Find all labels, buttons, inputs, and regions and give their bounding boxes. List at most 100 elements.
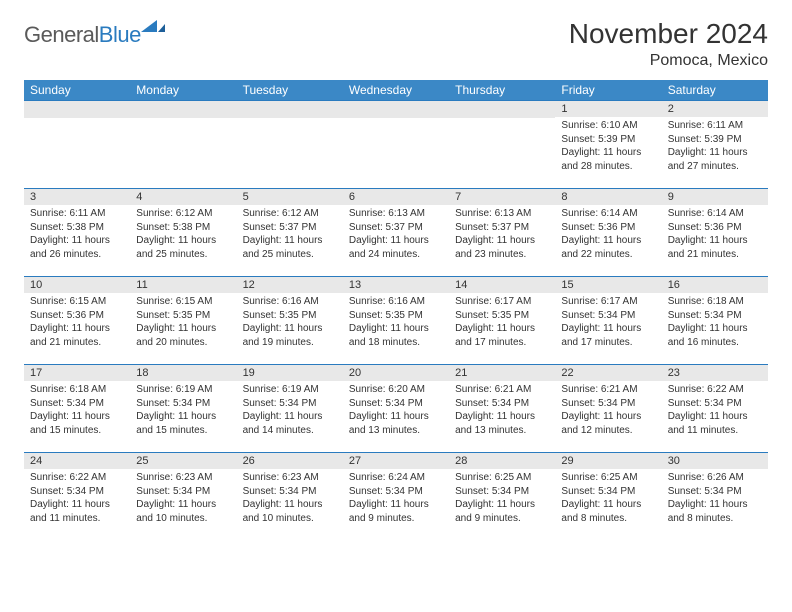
calendar-cell: 3Sunrise: 6:11 AMSunset: 5:38 PMDaylight… <box>24 189 130 277</box>
day-number: 20 <box>343 365 449 381</box>
day-number: 27 <box>343 453 449 469</box>
day-number: 25 <box>130 453 236 469</box>
logo-word1: General <box>24 22 99 47</box>
day-number: 18 <box>130 365 236 381</box>
calendar-cell: 23Sunrise: 6:22 AMSunset: 5:34 PMDayligh… <box>662 365 768 453</box>
day-number: 21 <box>449 365 555 381</box>
calendar-cell: 6Sunrise: 6:13 AMSunset: 5:37 PMDaylight… <box>343 189 449 277</box>
day-number: 5 <box>237 189 343 205</box>
day-number: 8 <box>555 189 661 205</box>
day-number: 4 <box>130 189 236 205</box>
day-number: 16 <box>662 277 768 293</box>
day-number: 24 <box>24 453 130 469</box>
calendar-cell: 28Sunrise: 6:25 AMSunset: 5:34 PMDayligh… <box>449 453 555 541</box>
day-body: Sunrise: 6:11 AMSunset: 5:39 PMDaylight:… <box>662 117 768 177</box>
calendar-cell: 19Sunrise: 6:19 AMSunset: 5:34 PMDayligh… <box>237 365 343 453</box>
day-body: Sunrise: 6:13 AMSunset: 5:37 PMDaylight:… <box>343 205 449 265</box>
day-number: 11 <box>130 277 236 293</box>
calendar-cell: 26Sunrise: 6:23 AMSunset: 5:34 PMDayligh… <box>237 453 343 541</box>
day-body: Sunrise: 6:22 AMSunset: 5:34 PMDaylight:… <box>662 381 768 441</box>
calendar-cell: 22Sunrise: 6:21 AMSunset: 5:34 PMDayligh… <box>555 365 661 453</box>
calendar-cell: 29Sunrise: 6:25 AMSunset: 5:34 PMDayligh… <box>555 453 661 541</box>
calendar-cell: 14Sunrise: 6:17 AMSunset: 5:35 PMDayligh… <box>449 277 555 365</box>
empty-daynum <box>24 101 130 118</box>
day-body: Sunrise: 6:17 AMSunset: 5:35 PMDaylight:… <box>449 293 555 353</box>
day-body: Sunrise: 6:25 AMSunset: 5:34 PMDaylight:… <box>449 469 555 529</box>
day-body: Sunrise: 6:26 AMSunset: 5:34 PMDaylight:… <box>662 469 768 529</box>
calendar-cell: 16Sunrise: 6:18 AMSunset: 5:34 PMDayligh… <box>662 277 768 365</box>
title-block: November 2024 Pomoca, Mexico <box>569 18 768 70</box>
weekday-header: Friday <box>555 80 661 101</box>
day-body: Sunrise: 6:23 AMSunset: 5:34 PMDaylight:… <box>130 469 236 529</box>
calendar-row: 3Sunrise: 6:11 AMSunset: 5:38 PMDaylight… <box>24 189 768 277</box>
calendar-cell: 18Sunrise: 6:19 AMSunset: 5:34 PMDayligh… <box>130 365 236 453</box>
day-number: 19 <box>237 365 343 381</box>
day-body: Sunrise: 6:12 AMSunset: 5:38 PMDaylight:… <box>130 205 236 265</box>
calendar-cell: 8Sunrise: 6:14 AMSunset: 5:36 PMDaylight… <box>555 189 661 277</box>
day-body: Sunrise: 6:14 AMSunset: 5:36 PMDaylight:… <box>662 205 768 265</box>
day-body: Sunrise: 6:19 AMSunset: 5:34 PMDaylight:… <box>130 381 236 441</box>
day-body: Sunrise: 6:15 AMSunset: 5:36 PMDaylight:… <box>24 293 130 353</box>
calendar-page: GeneralBlue November 2024 Pomoca, Mexico… <box>0 0 792 559</box>
day-number: 15 <box>555 277 661 293</box>
day-body: Sunrise: 6:12 AMSunset: 5:37 PMDaylight:… <box>237 205 343 265</box>
day-number: 23 <box>662 365 768 381</box>
weekday-header: Tuesday <box>237 80 343 101</box>
calendar-cell: 30Sunrise: 6:26 AMSunset: 5:34 PMDayligh… <box>662 453 768 541</box>
weekday-header-row: SundayMondayTuesdayWednesdayThursdayFrid… <box>24 80 768 101</box>
day-body: Sunrise: 6:20 AMSunset: 5:34 PMDaylight:… <box>343 381 449 441</box>
day-body: Sunrise: 6:18 AMSunset: 5:34 PMDaylight:… <box>662 293 768 353</box>
day-number: 28 <box>449 453 555 469</box>
empty-daynum <box>343 101 449 118</box>
calendar-cell: 25Sunrise: 6:23 AMSunset: 5:34 PMDayligh… <box>130 453 236 541</box>
day-body: Sunrise: 6:18 AMSunset: 5:34 PMDaylight:… <box>24 381 130 441</box>
day-body: Sunrise: 6:13 AMSunset: 5:37 PMDaylight:… <box>449 205 555 265</box>
empty-daynum <box>237 101 343 118</box>
day-number: 26 <box>237 453 343 469</box>
page-title: November 2024 <box>569 18 768 50</box>
day-number: 13 <box>343 277 449 293</box>
weekday-header: Saturday <box>662 80 768 101</box>
calendar-cell: 11Sunrise: 6:15 AMSunset: 5:35 PMDayligh… <box>130 277 236 365</box>
calendar-cell: 24Sunrise: 6:22 AMSunset: 5:34 PMDayligh… <box>24 453 130 541</box>
weekday-header: Monday <box>130 80 236 101</box>
calendar-cell: 21Sunrise: 6:21 AMSunset: 5:34 PMDayligh… <box>449 365 555 453</box>
day-number: 22 <box>555 365 661 381</box>
day-number: 3 <box>24 189 130 205</box>
logo-word2: Blue <box>99 22 141 47</box>
calendar-cell: 4Sunrise: 6:12 AMSunset: 5:38 PMDaylight… <box>130 189 236 277</box>
calendar-table: SundayMondayTuesdayWednesdayThursdayFrid… <box>24 80 768 541</box>
calendar-cell: 5Sunrise: 6:12 AMSunset: 5:37 PMDaylight… <box>237 189 343 277</box>
calendar-cell: 7Sunrise: 6:13 AMSunset: 5:37 PMDaylight… <box>449 189 555 277</box>
calendar-cell <box>343 101 449 189</box>
day-body: Sunrise: 6:21 AMSunset: 5:34 PMDaylight:… <box>449 381 555 441</box>
logo-glyph-icon <box>141 18 167 41</box>
calendar-cell: 10Sunrise: 6:15 AMSunset: 5:36 PMDayligh… <box>24 277 130 365</box>
day-number: 9 <box>662 189 768 205</box>
day-body: Sunrise: 6:10 AMSunset: 5:39 PMDaylight:… <box>555 117 661 177</box>
calendar-row: 24Sunrise: 6:22 AMSunset: 5:34 PMDayligh… <box>24 453 768 541</box>
day-number: 6 <box>343 189 449 205</box>
calendar-cell <box>449 101 555 189</box>
calendar-body: 1Sunrise: 6:10 AMSunset: 5:39 PMDaylight… <box>24 101 768 541</box>
day-body: Sunrise: 6:16 AMSunset: 5:35 PMDaylight:… <box>343 293 449 353</box>
calendar-cell: 13Sunrise: 6:16 AMSunset: 5:35 PMDayligh… <box>343 277 449 365</box>
calendar-cell <box>130 101 236 189</box>
header: GeneralBlue November 2024 Pomoca, Mexico <box>24 18 768 70</box>
calendar-cell: 15Sunrise: 6:17 AMSunset: 5:34 PMDayligh… <box>555 277 661 365</box>
day-number: 1 <box>555 101 661 117</box>
day-body: Sunrise: 6:17 AMSunset: 5:34 PMDaylight:… <box>555 293 661 353</box>
calendar-cell: 12Sunrise: 6:16 AMSunset: 5:35 PMDayligh… <box>237 277 343 365</box>
day-body: Sunrise: 6:22 AMSunset: 5:34 PMDaylight:… <box>24 469 130 529</box>
calendar-cell: 17Sunrise: 6:18 AMSunset: 5:34 PMDayligh… <box>24 365 130 453</box>
day-number: 2 <box>662 101 768 117</box>
day-number: 7 <box>449 189 555 205</box>
day-body: Sunrise: 6:16 AMSunset: 5:35 PMDaylight:… <box>237 293 343 353</box>
weekday-header: Thursday <box>449 80 555 101</box>
day-body: Sunrise: 6:21 AMSunset: 5:34 PMDaylight:… <box>555 381 661 441</box>
calendar-cell: 20Sunrise: 6:20 AMSunset: 5:34 PMDayligh… <box>343 365 449 453</box>
day-number: 12 <box>237 277 343 293</box>
day-body: Sunrise: 6:24 AMSunset: 5:34 PMDaylight:… <box>343 469 449 529</box>
calendar-cell: 2Sunrise: 6:11 AMSunset: 5:39 PMDaylight… <box>662 101 768 189</box>
calendar-row: 17Sunrise: 6:18 AMSunset: 5:34 PMDayligh… <box>24 365 768 453</box>
